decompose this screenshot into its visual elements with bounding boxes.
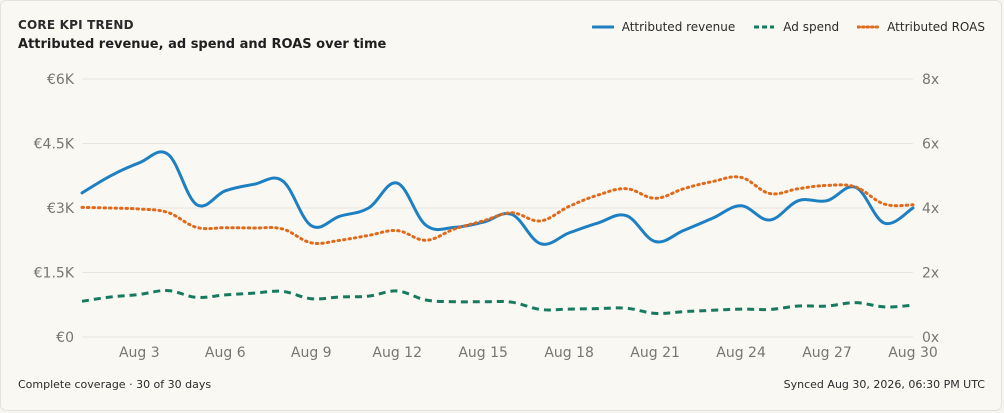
legend-swatch-revenue: [591, 25, 614, 29]
legend-item-roas[interactable]: Attributed ROAS: [857, 19, 985, 35]
chart-legend: Attributed revenue Ad spend Attributed R…: [591, 19, 985, 35]
series-line-attributed-revenue: [80, 150, 915, 246]
y-left-tick-label: €0: [56, 330, 74, 346]
x-tick-label: Aug 30: [888, 345, 938, 361]
y-left-tick-label: €1.5K: [34, 266, 75, 282]
x-tick-label: Aug 6: [205, 345, 246, 361]
series-line-ad-spend: [81, 289, 914, 316]
y-right-tick-label: 6x: [922, 137, 939, 153]
x-tick-label: Aug 3: [119, 345, 160, 361]
legend-item-revenue[interactable]: Attributed revenue: [591, 19, 736, 35]
legend-label-revenue: Attributed revenue: [621, 20, 736, 34]
legend-label-roas: Attributed ROAS: [887, 20, 985, 34]
x-tick-label: Aug 12: [372, 345, 422, 361]
x-tick-label: Aug 9: [291, 345, 332, 361]
y-left-tick-label: €4.5K: [34, 137, 75, 153]
x-tick-label: Aug 15: [458, 345, 508, 361]
sync-timestamp: Synced Aug 30, 2026, 06:30 PM UTC: [783, 378, 985, 391]
series-line-attributed-roas: [80, 175, 915, 245]
x-tick-label: Aug 21: [630, 345, 680, 361]
x-tick-label: Aug 18: [544, 345, 594, 361]
legend-label-ad-spend: Ad spend: [783, 20, 840, 34]
line-chart: €0 €1.5K €3K €4.5K €6K 0x 2x 4x 6x 8x Aug 3 Aug 6 Au…: [34, 72, 940, 361]
y-left-tick-label: €6K: [47, 72, 75, 88]
y-right-tick-label: 8x: [922, 72, 939, 88]
y-left-tick-label: €3K: [47, 201, 75, 217]
chart-header: CORE KPI TREND Attributed revenue, ad sp…: [18, 17, 386, 55]
x-tick-label: Aug 24: [716, 345, 766, 361]
y-right-tick-label: 4x: [922, 201, 939, 217]
legend-swatch-roas: [857, 25, 880, 29]
y-right-tick-label: 2x: [922, 266, 939, 282]
chart-title: Attributed revenue, ad spend and ROAS ov…: [18, 37, 387, 52]
legend-swatch-ad-spend: [754, 25, 775, 29]
y-right-tick-label: 0x: [922, 330, 939, 346]
chart-eyebrow: CORE KPI TREND: [18, 18, 134, 32]
legend-item-ad-spend[interactable]: Ad spend: [753, 19, 839, 35]
coverage-note: Complete coverage · 30 of 30 days: [18, 378, 212, 391]
x-tick-label: Aug 27: [802, 345, 852, 361]
